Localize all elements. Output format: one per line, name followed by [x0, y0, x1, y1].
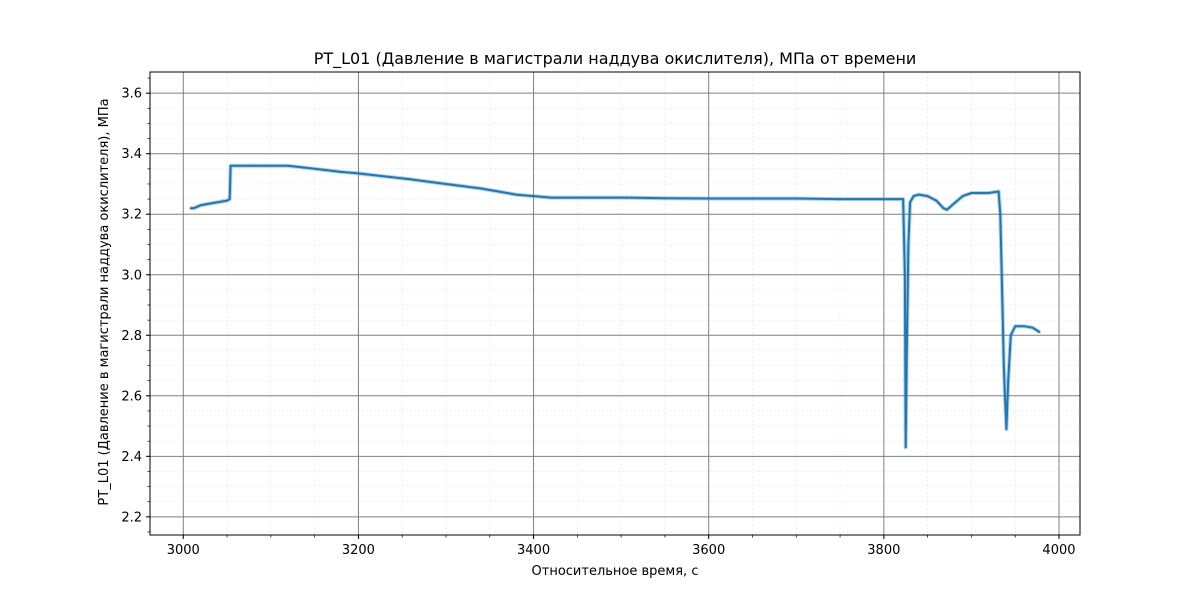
- series-point: [340, 171, 342, 173]
- series-point: [515, 193, 517, 196]
- series-point: [874, 198, 876, 200]
- y-tick-label: 2.2: [121, 510, 142, 525]
- series-point: [961, 195, 964, 197]
- series-point: [664, 197, 666, 199]
- series-point: [497, 190, 500, 193]
- series-point: [891, 198, 894, 200]
- series-point: [445, 183, 447, 185]
- series-point: [193, 207, 195, 209]
- x-tick-label: 3000: [167, 543, 200, 558]
- series-point: [979, 192, 981, 194]
- x-axis-label: Относительное время, с: [532, 564, 699, 579]
- series-point: [905, 364, 908, 367]
- x-tick-label: 3800: [867, 543, 900, 558]
- series-point: [918, 193, 920, 196]
- series-point: [357, 172, 360, 175]
- series-point: [988, 192, 990, 194]
- series-point: [953, 202, 955, 205]
- series-point: [252, 165, 255, 167]
- y-axis-label: PT_L01 (Давление в магистрали наддува ок…: [97, 98, 112, 505]
- y-tick-label: 2.8: [121, 329, 142, 344]
- series-point: [532, 195, 535, 197]
- series-point: [904, 446, 907, 449]
- chart-title: PT_L01 (Давление в магистрали наддува ок…: [314, 49, 917, 69]
- series-point: [229, 165, 232, 167]
- series-point: [576, 196, 579, 199]
- x-tick-label: 3200: [342, 543, 375, 558]
- series-point: [313, 168, 316, 170]
- major-grid: [150, 72, 1080, 535]
- series-point: [189, 207, 192, 209]
- series-point: [1007, 379, 1009, 382]
- series-point: [926, 195, 929, 197]
- series-point: [946, 208, 948, 211]
- series-point: [1003, 364, 1005, 367]
- series-point: [907, 243, 910, 246]
- series-point: [999, 213, 1002, 215]
- y-tick-label: 3.0: [121, 268, 142, 283]
- plot-frame: [149, 71, 1081, 536]
- series-point: [997, 190, 1000, 193]
- y-axis-ticks: 2.2 2.4 2.6 2.8 3.0 3.2 3.4 3.6: [121, 87, 150, 525]
- series-point: [270, 165, 272, 167]
- series-point: [1001, 289, 1003, 291]
- series-point: [751, 197, 754, 200]
- series-line: [190, 164, 1041, 449]
- series-point: [200, 204, 202, 206]
- series-point: [935, 199, 938, 202]
- series-point: [208, 202, 211, 205]
- series-point: [1038, 331, 1041, 334]
- series-point: [226, 199, 228, 202]
- series-point: [942, 207, 945, 209]
- series-point: [909, 201, 911, 203]
- x-tick-label: 4000: [1042, 543, 1075, 558]
- y-tick-label: 3.2: [121, 208, 142, 223]
- x-axis-ticks: 3000 3200 3400 3600 3800 4000: [167, 535, 1076, 558]
- y-tick-label: 2.6: [121, 389, 142, 404]
- series-point: [795, 197, 798, 200]
- series-point: [480, 187, 482, 190]
- series-point: [883, 198, 885, 200]
- x-tick-label: 3400: [517, 543, 550, 558]
- series-point: [410, 178, 412, 181]
- y-tick-label: 3.6: [121, 87, 142, 102]
- series-point: [912, 195, 915, 197]
- series-point: [1010, 334, 1012, 337]
- y-tick-label: 3.4: [121, 147, 142, 162]
- series-layer: [189, 163, 1041, 450]
- series-point: [904, 274, 906, 276]
- series-point: [228, 198, 231, 200]
- series-point: [1003, 388, 1006, 391]
- series-point: [383, 175, 386, 178]
- series-point: [839, 198, 841, 200]
- series-point: [235, 165, 237, 167]
- series-point: [902, 198, 904, 200]
- series-point: [287, 165, 290, 167]
- series-point: [1031, 326, 1034, 329]
- series-point: [550, 196, 552, 199]
- series-point: [620, 196, 622, 199]
- series-point: [1014, 325, 1016, 328]
- series-point: [970, 192, 973, 194]
- y-tick-label: 2.4: [121, 450, 142, 465]
- series-point: [1005, 428, 1008, 430]
- series-point: [217, 201, 220, 203]
- series-point: [707, 197, 710, 200]
- series-point: [1023, 325, 1025, 328]
- x-tick-label: 3600: [692, 543, 725, 558]
